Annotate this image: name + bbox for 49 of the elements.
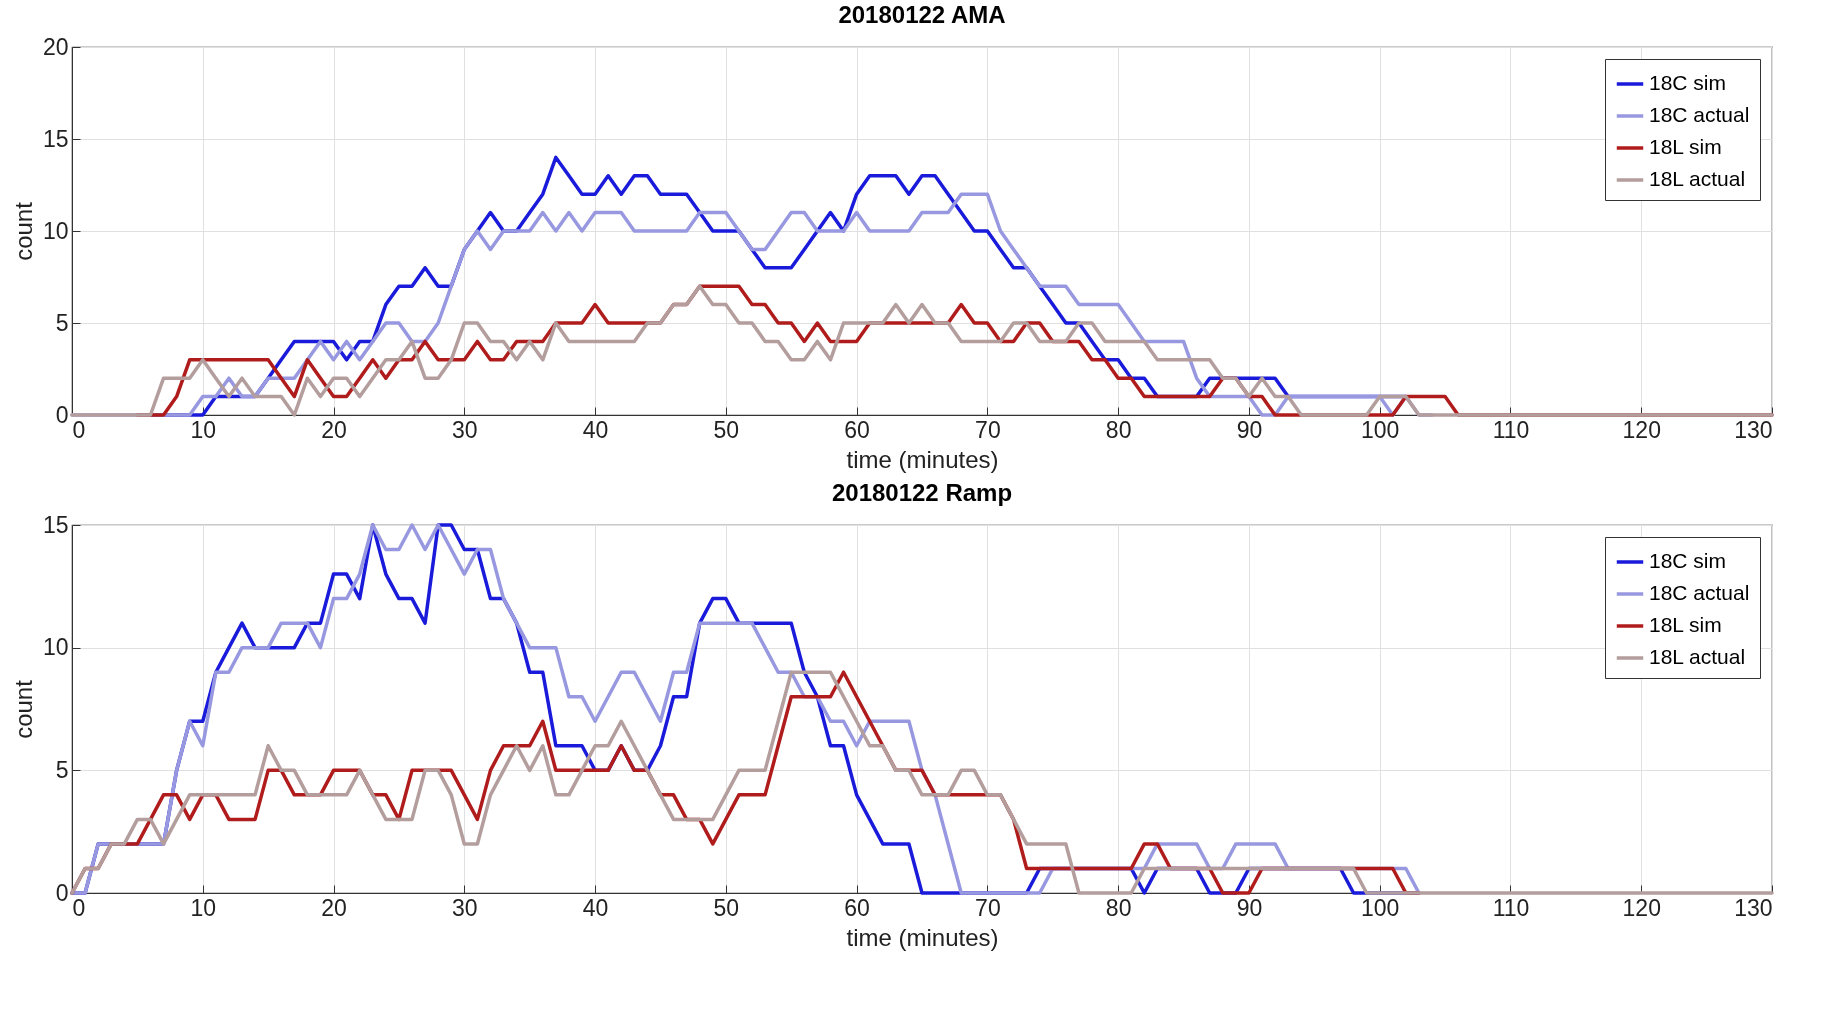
x-tick-label: 130 — [1734, 894, 1773, 921]
x-tick-label: 120 — [1622, 894, 1661, 921]
legend-label: 18L sim — [1649, 135, 1722, 158]
legend-label: 18L actual — [1649, 167, 1746, 190]
x-tick-label: 60 — [844, 416, 870, 443]
y-tick-label: 15 — [42, 125, 69, 152]
x-axis-title: time (minutes) — [846, 445, 999, 473]
x-tick-label: 120 — [1622, 416, 1661, 443]
x-tick-label: 70 — [975, 416, 1001, 443]
legend-label: 18C sim — [1649, 549, 1727, 572]
x-axis-title: time (minutes) — [846, 923, 999, 951]
x-tick-label: 50 — [713, 416, 740, 443]
x-tick-label: 70 — [975, 894, 1001, 921]
x-tick-label: 80 — [1105, 416, 1132, 443]
x-tick-label: 90 — [1236, 416, 1263, 443]
x-tick-label: 110 — [1492, 416, 1530, 443]
legend-label: 18L actual — [1649, 645, 1746, 668]
x-tick-label: 40 — [582, 416, 609, 443]
x-tick-label: 130 — [1734, 416, 1773, 443]
x-tick-label: 20 — [321, 416, 347, 443]
x-tick-label: 40 — [582, 894, 609, 921]
x-tick-label: 50 — [713, 894, 740, 921]
x-tick-label: 80 — [1105, 894, 1132, 921]
y-tick-label: 10 — [42, 217, 69, 244]
x-tick-label: 100 — [1361, 894, 1400, 921]
chart-title: 20180122 Ramp — [831, 479, 1013, 506]
x-tick-label: 10 — [190, 416, 217, 443]
y-tick-label: 5 — [55, 756, 69, 783]
legend-label: 18C actual — [1649, 581, 1750, 604]
y-axis-title: count — [9, 201, 37, 261]
x-tick-label: 30 — [452, 894, 478, 921]
x-tick-label: 30 — [452, 416, 478, 443]
y-axis-title: count — [9, 679, 37, 739]
chart-title: 20180122 AMA — [838, 1, 1006, 28]
x-tick-label: 0 — [72, 416, 86, 443]
x-tick-label: 100 — [1361, 416, 1400, 443]
legend-label: 18L sim — [1649, 613, 1722, 636]
x-tick-label: 110 — [1492, 894, 1530, 921]
y-tick-label: 20 — [42, 33, 69, 60]
x-tick-label: 0 — [72, 894, 86, 921]
y-tick-label: 5 — [55, 309, 69, 336]
y-tick-label: 10 — [42, 634, 69, 661]
x-tick-label: 90 — [1236, 894, 1263, 921]
x-tick-label: 60 — [844, 894, 870, 921]
x-tick-label: 20 — [321, 894, 347, 921]
legend-label: 18C sim — [1649, 71, 1727, 94]
x-tick-label: 10 — [190, 894, 217, 921]
y-tick-label: 15 — [42, 511, 69, 538]
legend-label: 18C actual — [1649, 103, 1750, 126]
